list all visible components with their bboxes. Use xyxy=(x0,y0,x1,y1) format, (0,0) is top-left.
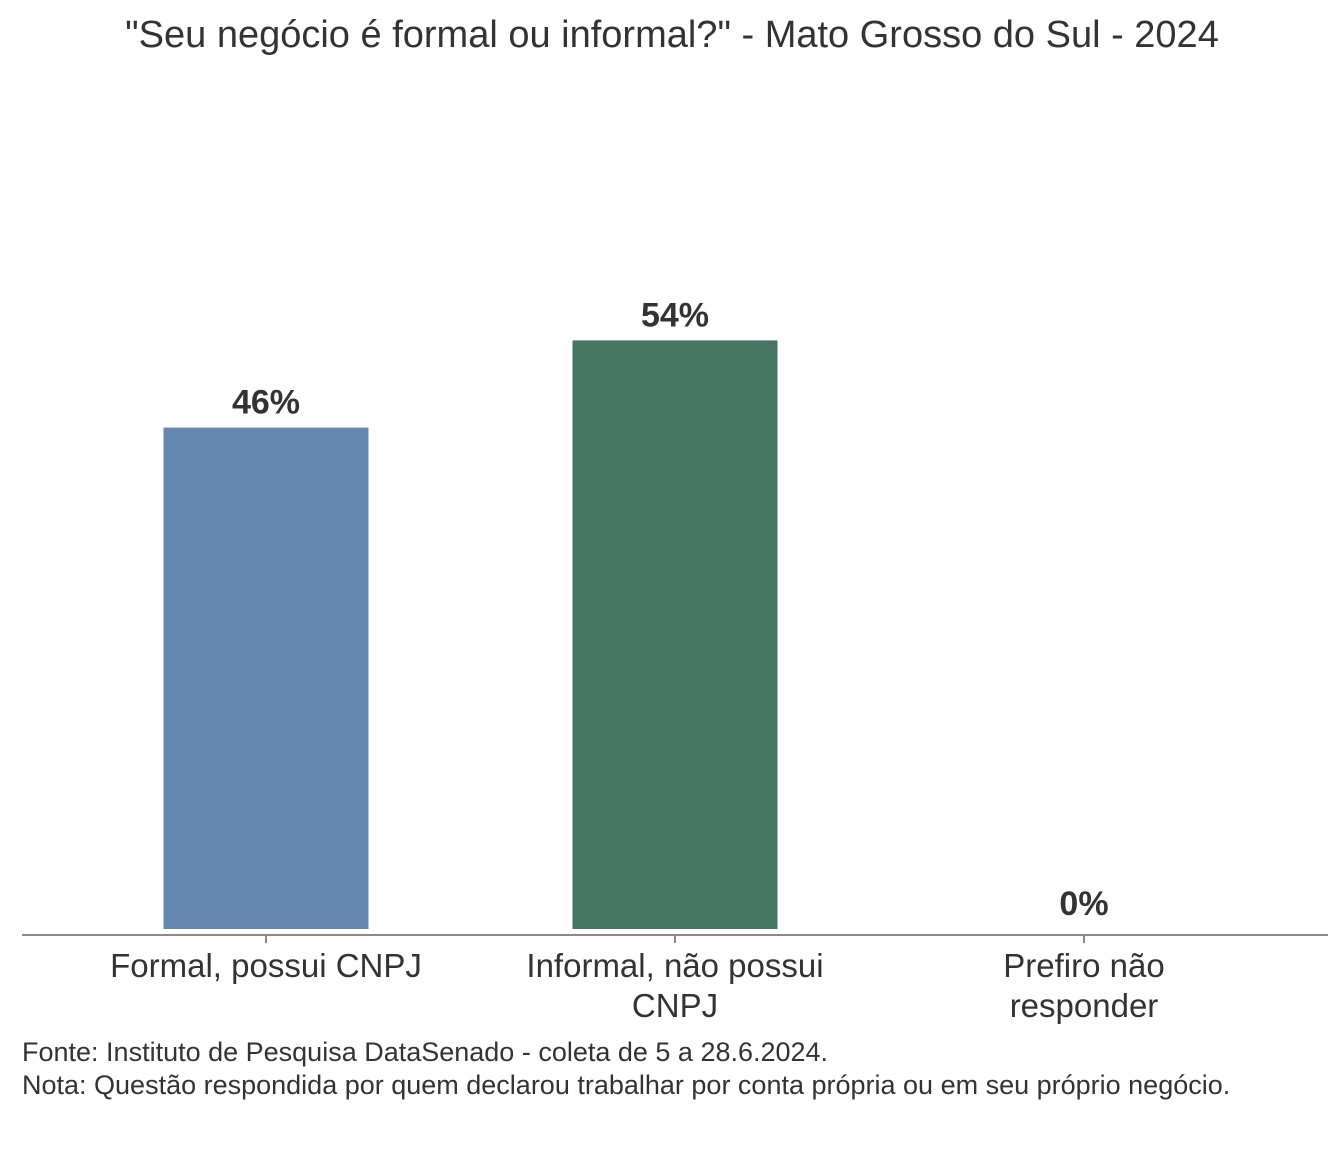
chart-title: "Seu negócio é formal ou informal?" - Ma… xyxy=(125,14,1219,56)
value-label-3: 0% xyxy=(1059,885,1108,923)
value-label-2: 54% xyxy=(641,296,709,334)
chart-footer: Fonte: Instituto de Pesquisa DataSenado … xyxy=(22,1036,1312,1102)
category-label-1: Formal, possui CNPJ xyxy=(110,947,422,984)
value-label-1: 46% xyxy=(232,384,300,422)
source-note: Fonte: Instituto de Pesquisa DataSenado … xyxy=(22,1037,829,1067)
category-label-2: Informal, não possui CNPJ xyxy=(526,947,823,1024)
category-label-3: Prefiro não responder xyxy=(1003,947,1164,1024)
methodology-note: Nota: Questão respondida por quem declar… xyxy=(22,1070,1231,1100)
bar-1 xyxy=(163,427,369,929)
bar-2 xyxy=(572,340,778,929)
